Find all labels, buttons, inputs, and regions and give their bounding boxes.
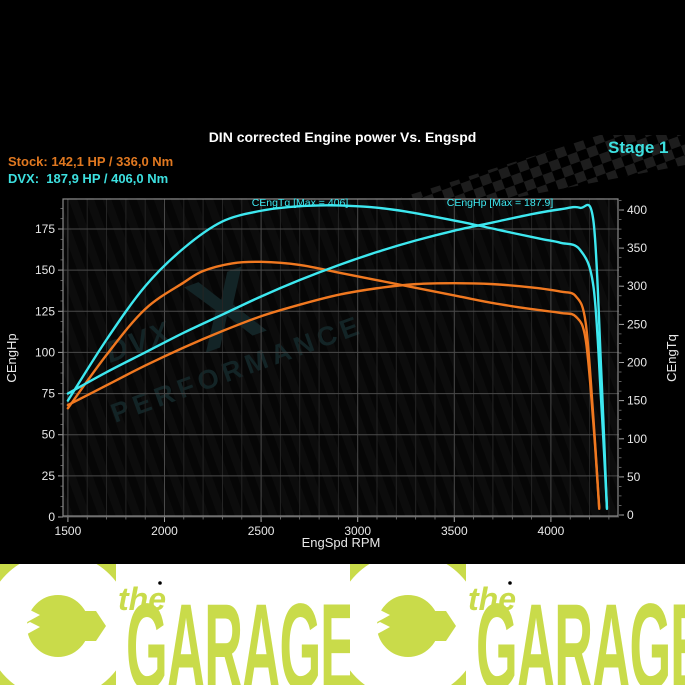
svg-text:EngSpd RPM: EngSpd RPM: [302, 535, 381, 550]
svg-text:100: 100: [627, 432, 647, 446]
svg-text:25: 25: [42, 469, 56, 483]
svg-text:50: 50: [627, 470, 641, 484]
svg-text:3500: 3500: [441, 524, 468, 538]
svg-text:250: 250: [627, 317, 647, 331]
svg-text:125: 125: [35, 304, 55, 318]
svg-text:2500: 2500: [248, 524, 275, 538]
svg-text:400: 400: [627, 203, 647, 217]
svg-text:350: 350: [627, 241, 647, 255]
svg-text:100: 100: [35, 345, 55, 359]
svg-text:CEngTq: CEngTq: [664, 334, 679, 382]
svg-text:CEngHp [Max = 187.9]: CEngHp [Max = 187.9]: [447, 197, 554, 209]
svg-text:0: 0: [627, 508, 634, 522]
svg-text:200: 200: [627, 356, 647, 370]
svg-text:CEngHp: CEngHp: [4, 333, 19, 382]
svg-text:CEngTq [Max = 406]: CEngTq [Max = 406]: [252, 197, 349, 209]
svg-text:175: 175: [35, 222, 55, 236]
svg-text:150: 150: [627, 394, 647, 408]
svg-text:GARAGE: GARAGE: [126, 579, 350, 685]
svg-text:GARAGE: GARAGE: [476, 579, 685, 685]
svg-text:150: 150: [35, 263, 55, 277]
svg-text:300: 300: [627, 279, 647, 293]
svg-text:0: 0: [48, 510, 55, 524]
svg-text:2000: 2000: [151, 524, 178, 538]
svg-text:1500: 1500: [55, 524, 82, 538]
svg-text:75: 75: [42, 387, 56, 401]
svg-text:50: 50: [42, 428, 56, 442]
svg-text:4000: 4000: [538, 524, 565, 538]
